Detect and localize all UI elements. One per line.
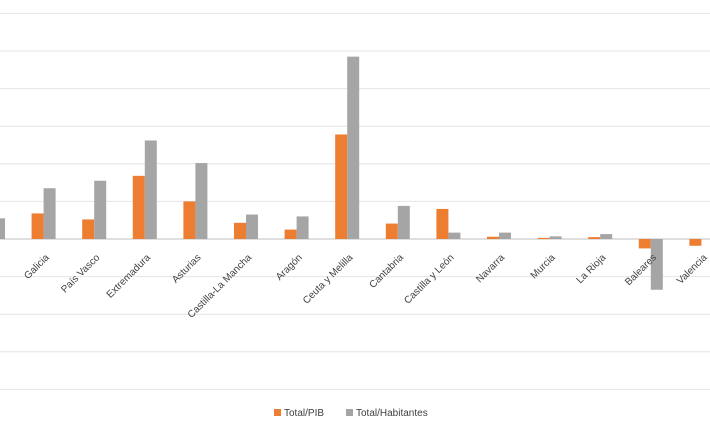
bar-total-pib-1 [31, 213, 44, 239]
bar-total-habitantes-12 [600, 234, 613, 239]
category-label-7: Ceuta y Melilla [301, 252, 355, 306]
category-label-14: Valencia [675, 252, 710, 287]
bar-total-habitantes-7 [347, 56, 360, 239]
bar-total-pib-2 [82, 219, 95, 239]
category-labels: sGaliciaPaís VascoExtremaduraAsturiasCas… [0, 252, 710, 321]
bar-total-habitantes-2 [94, 180, 107, 239]
bar-total-pib-6 [284, 229, 297, 239]
legend-label-total-pib: Total/PIB [284, 408, 324, 419]
bar-total-habitantes-6 [296, 216, 309, 239]
category-label-1: Galicia [22, 252, 52, 282]
bar-total-habitantes-9 [448, 232, 461, 239]
category-label-2: País Vasco [59, 252, 102, 295]
bar-total-habitantes-3 [144, 140, 157, 239]
bar-total-pib-8 [385, 223, 398, 239]
bar-total-pib-13 [638, 239, 651, 249]
bar-total-pib-5 [234, 222, 246, 239]
bar-total-habitantes-11 [549, 236, 562, 239]
bar-total-pib-3 [132, 175, 145, 239]
bars [0, 56, 702, 290]
bar-total-pib-9 [436, 208, 449, 239]
bar-total-habitantes-8 [397, 205, 410, 239]
bar-total-habitantes-0 [0, 218, 5, 239]
bar-total-habitantes-4 [195, 163, 208, 239]
bar-total-pib-7 [335, 134, 348, 239]
bar-total-pib-14 [689, 239, 702, 246]
bar-total-habitantes-5 [246, 214, 258, 239]
bar-total-pib-12 [588, 237, 601, 239]
category-label-8: Cantabria [367, 252, 406, 291]
category-label-6: Aragón [274, 252, 305, 283]
legend-swatch-total-pib [274, 409, 281, 416]
legend-swatch-total-habitantes [346, 409, 353, 416]
bar-total-habitantes-1 [43, 188, 56, 239]
bar-total-pib-4 [183, 201, 196, 239]
category-label-0: s [0, 252, 1, 263]
bar-total-pib-11 [537, 237, 550, 239]
bar-total-habitantes-10 [499, 232, 511, 239]
bar-total-pib-10 [487, 236, 499, 239]
category-label-12: La Rioja [575, 252, 609, 286]
legend: Total/PIB Total/Habitantes [274, 408, 428, 419]
bar-total-habitantes-13 [650, 239, 663, 290]
category-label-4: Asturias [170, 252, 203, 285]
category-label-10: Navarra [474, 252, 507, 285]
legend-label-total-habitantes: Total/Habitantes [356, 408, 428, 419]
category-label-9: Castilla y León [402, 252, 456, 306]
